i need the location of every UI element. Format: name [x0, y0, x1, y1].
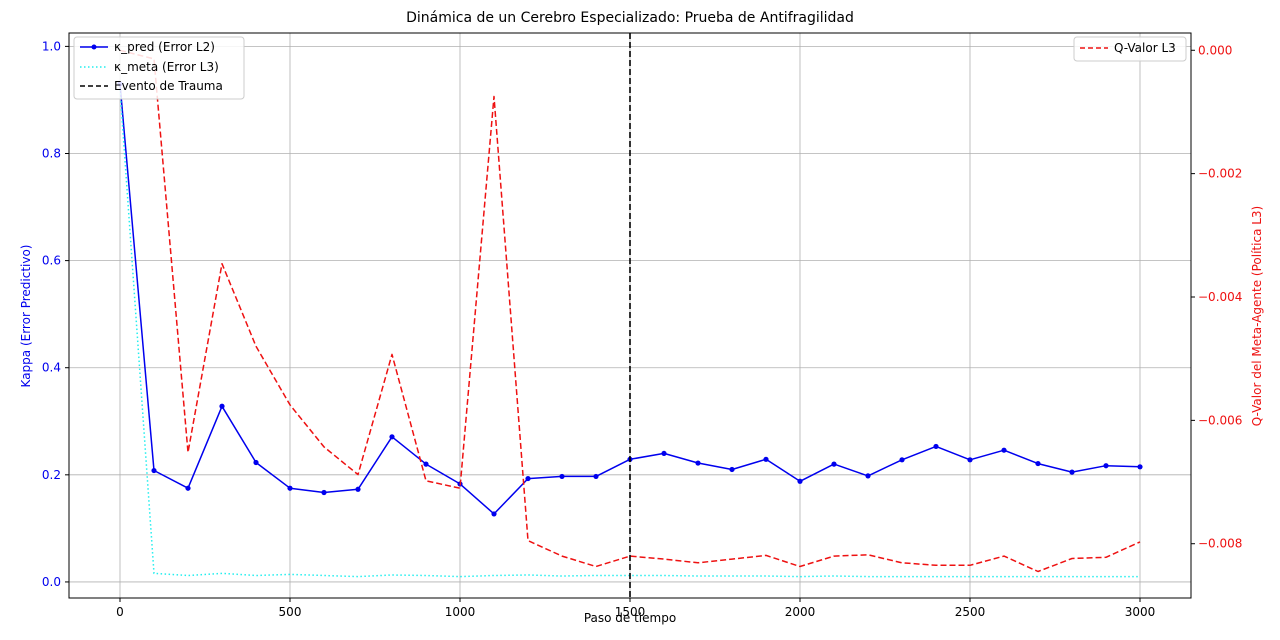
- chart-title: Dinámica de un Cerebro Especializado: Pr…: [406, 10, 854, 26]
- y-right-tick-label: −0.006: [1198, 413, 1242, 427]
- legend-label-kpred: κ_pred (Error L2): [114, 40, 215, 54]
- series-point-pred-error-l2: [797, 478, 803, 484]
- x-tick-label: 1000: [445, 605, 476, 619]
- series-point-pred-error-l2: [763, 456, 769, 462]
- y-right-tick-label: −0.002: [1198, 167, 1242, 181]
- x-tick-label: 0: [116, 605, 124, 619]
- series-point-pred-error-l2: [219, 403, 225, 409]
- y-left-tick-label: 1.0: [42, 39, 61, 53]
- x-tick-label: 1500: [615, 605, 646, 619]
- series-point-pred-error-l2: [491, 511, 497, 517]
- y-right-tick-label: 0.000: [1198, 43, 1232, 57]
- x-axis: 0 500 1000 1500 2000 2500 3000: [116, 598, 1155, 619]
- series-point-pred-error-l2: [253, 459, 259, 466]
- y-axis-left-label: Kappa (Error Predictivo): [19, 245, 33, 388]
- series-point-pred-error-l2: [1035, 460, 1041, 467]
- y-left-tick-label: 0.2: [42, 468, 61, 482]
- series-point-pred-error-l2: [933, 443, 939, 450]
- series-point-pred-error-l2: [151, 467, 157, 474]
- legend-left-box: [73, 36, 245, 100]
- x-tick-label: 500: [279, 605, 302, 619]
- series-point-pred-error-l2: [1001, 447, 1007, 453]
- series-point-pred-error-l2: [695, 460, 701, 466]
- series-point-pred-error-l2: [1137, 464, 1143, 470]
- series-point-pred-error-l2: [729, 466, 735, 473]
- y-axis-right-label: Q-Valor del Meta-Agente (Política L3): [1250, 206, 1264, 427]
- series-point-pred-error-l2: [389, 434, 395, 440]
- y-left-tick-label: 0.6: [42, 254, 61, 268]
- series-point-pred-error-l2: [287, 485, 293, 491]
- x-tick-label: 2000: [785, 605, 816, 619]
- legend-label-kmeta: κ_meta (Error L3): [114, 60, 219, 74]
- series-point-pred-error-l2: [355, 486, 361, 492]
- series-point-pred-error-l2: [967, 457, 973, 463]
- series-point-pred-error-l2: [559, 473, 565, 480]
- series-point-pred-error-l2: [525, 475, 531, 482]
- series-point-pred-error-l2: [1069, 469, 1075, 475]
- series-point-pred-error-l2: [661, 450, 667, 457]
- legend-right: Q-Valor L3: [1073, 36, 1187, 62]
- y-axis-right: 0.000 −0.002 −0.004 −0.006 −0.008: [1191, 43, 1242, 551]
- series-point-pred-error-l2: [831, 461, 837, 467]
- plot-area: [117, 33, 1143, 598]
- legend-marker-kpred: [91, 44, 97, 50]
- y-right-tick-label: −0.004: [1198, 290, 1242, 304]
- y-right-tick-label: −0.008: [1198, 537, 1242, 551]
- legend-right-box: [1073, 36, 1187, 62]
- y-left-tick-label: 0.8: [42, 146, 61, 160]
- x-tick-label: 3000: [1125, 605, 1156, 619]
- x-tick-label: 2500: [955, 605, 986, 619]
- series-point-pred-error-l2: [899, 457, 905, 463]
- series-point-pred-error-l2: [1103, 463, 1109, 469]
- y-left-tick-label: 0.0: [42, 575, 61, 589]
- y-left-tick-label: 0.4: [42, 361, 61, 375]
- series-point-pred-error-l2: [593, 473, 599, 480]
- series-point-pred-error-l2: [321, 489, 327, 496]
- legend-label-qvalor: Q-Valor L3: [1114, 41, 1176, 55]
- x-axis-label: Paso de tiempo: [584, 611, 676, 625]
- series-point-pred-error-l2: [865, 473, 871, 479]
- legend-label-trauma: Evento de Trauma: [114, 79, 223, 93]
- y-axis-left: 0.0 0.2 0.4 0.6 0.8 1.0: [42, 39, 69, 589]
- series-point-pred-error-l2: [423, 461, 429, 467]
- series-line-q-valor-l3: [119, 49, 1141, 573]
- series-point-pred-error-l2: [185, 485, 191, 491]
- legend-left: κ_pred (Error L2) κ_meta (Error L3) Even…: [73, 36, 245, 100]
